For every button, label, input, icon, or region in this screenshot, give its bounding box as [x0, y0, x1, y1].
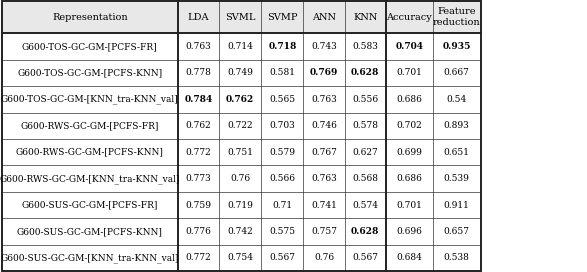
Text: Feature
reduction: Feature reduction [433, 7, 481, 27]
Text: 0.566: 0.566 [269, 174, 295, 183]
Text: G600-RWS-GC-GM-[PCFS-FR]: G600-RWS-GC-GM-[PCFS-FR] [21, 121, 159, 130]
Text: 0.76: 0.76 [314, 254, 334, 262]
Text: 0.686: 0.686 [396, 95, 422, 104]
Text: 0.911: 0.911 [444, 200, 470, 210]
Text: 0.581: 0.581 [269, 69, 295, 78]
Text: 0.718: 0.718 [268, 42, 296, 51]
Text: 0.657: 0.657 [444, 227, 470, 236]
Text: 0.565: 0.565 [269, 95, 295, 104]
Text: 0.699: 0.699 [396, 148, 422, 157]
Text: 0.628: 0.628 [351, 69, 379, 78]
Text: 0.579: 0.579 [269, 148, 295, 157]
Text: 0.628: 0.628 [351, 227, 379, 236]
Text: 0.704: 0.704 [395, 42, 423, 51]
Text: 0.769: 0.769 [310, 69, 338, 78]
Text: SVML: SVML [225, 13, 255, 21]
Text: 0.772: 0.772 [185, 254, 211, 262]
Text: 0.719: 0.719 [227, 200, 253, 210]
Text: 0.684: 0.684 [396, 254, 422, 262]
Text: 0.776: 0.776 [185, 227, 211, 236]
Text: 0.757: 0.757 [311, 227, 337, 236]
Text: LDA: LDA [188, 13, 209, 21]
Text: 0.772: 0.772 [185, 148, 211, 157]
Text: 0.714: 0.714 [227, 42, 253, 51]
Text: 0.627: 0.627 [352, 148, 378, 157]
Text: 0.701: 0.701 [396, 69, 422, 78]
Text: 0.893: 0.893 [444, 121, 470, 130]
Text: 0.696: 0.696 [396, 227, 422, 236]
Text: 0.701: 0.701 [396, 200, 422, 210]
Text: Accuracy: Accuracy [386, 13, 432, 21]
Text: 0.574: 0.574 [352, 200, 378, 210]
Text: 0.935: 0.935 [443, 42, 471, 51]
Text: 0.651: 0.651 [444, 148, 470, 157]
Text: G600-TOS-GC-GM-[KNN_tra-KNN_val]: G600-TOS-GC-GM-[KNN_tra-KNN_val] [1, 94, 178, 104]
Text: 0.686: 0.686 [396, 174, 422, 183]
Text: 0.539: 0.539 [444, 174, 470, 183]
Text: 0.742: 0.742 [227, 227, 253, 236]
Text: 0.749: 0.749 [227, 69, 253, 78]
Text: G600-SUS-GC-GM-[PCFS-FR]: G600-SUS-GC-GM-[PCFS-FR] [22, 200, 158, 210]
Text: 0.778: 0.778 [185, 69, 211, 78]
Text: 0.538: 0.538 [444, 254, 470, 262]
Text: 0.583: 0.583 [352, 42, 378, 51]
Text: G600-RWS-GC-GM-[KNN_tra-KNN_val]: G600-RWS-GC-GM-[KNN_tra-KNN_val] [0, 174, 180, 184]
Text: 0.759: 0.759 [185, 200, 211, 210]
Text: 0.76: 0.76 [230, 174, 250, 183]
Text: Representation: Representation [52, 13, 127, 21]
Text: 0.751: 0.751 [227, 148, 253, 157]
Text: 0.762: 0.762 [226, 95, 254, 104]
Bar [2, 1, 481, 271]
Text: 0.703: 0.703 [269, 121, 295, 130]
Text: 0.667: 0.667 [444, 69, 470, 78]
Text: 0.762: 0.762 [185, 121, 211, 130]
Text: 0.567: 0.567 [269, 254, 295, 262]
Text: 0.743: 0.743 [311, 42, 337, 51]
Text: 0.784: 0.784 [184, 95, 212, 104]
Text: G600-TOS-GC-GM-[PCFS-KNN]: G600-TOS-GC-GM-[PCFS-KNN] [17, 69, 163, 78]
Text: 0.71: 0.71 [272, 200, 292, 210]
Text: 0.741: 0.741 [311, 200, 337, 210]
Text: 0.773: 0.773 [185, 174, 211, 183]
Text: 0.578: 0.578 [352, 121, 378, 130]
Text: KNN: KNN [353, 13, 377, 21]
Text: 0.767: 0.767 [311, 148, 337, 157]
Bar [2, 1, 481, 33]
Text: 0.54: 0.54 [447, 95, 467, 104]
Text: 0.746: 0.746 [311, 121, 337, 130]
Text: G600-SUS-GC-GM-[PCFS-KNN]: G600-SUS-GC-GM-[PCFS-KNN] [17, 227, 163, 236]
Text: 0.754: 0.754 [227, 254, 253, 262]
Text: 0.763: 0.763 [311, 95, 337, 104]
Text: 0.763: 0.763 [311, 174, 337, 183]
Text: 0.763: 0.763 [185, 42, 211, 51]
Text: ANN: ANN [312, 13, 336, 21]
Text: G600-RWS-GC-GM-[PCFS-KNN]: G600-RWS-GC-GM-[PCFS-KNN] [16, 148, 164, 157]
Text: 0.567: 0.567 [352, 254, 378, 262]
Text: G600-SUS-GC-GM-[KNN_tra-KNN_val]: G600-SUS-GC-GM-[KNN_tra-KNN_val] [1, 253, 179, 263]
Text: SVMP: SVMP [267, 13, 298, 21]
Text: 0.575: 0.575 [269, 227, 295, 236]
Text: 0.568: 0.568 [352, 174, 378, 183]
Text: G600-TOS-GC-GM-[PCFS-FR]: G600-TOS-GC-GM-[PCFS-FR] [22, 42, 158, 51]
Text: 0.722: 0.722 [227, 121, 253, 130]
Text: 0.556: 0.556 [352, 95, 378, 104]
Text: 0.702: 0.702 [396, 121, 422, 130]
